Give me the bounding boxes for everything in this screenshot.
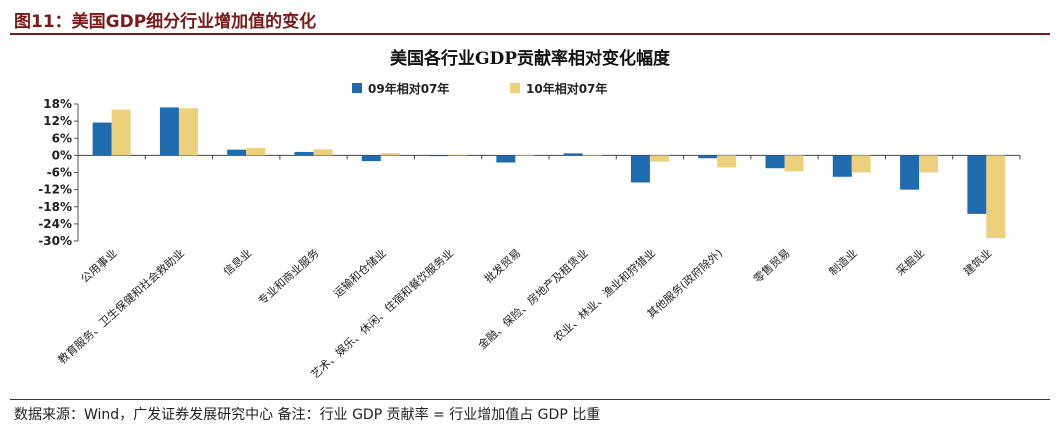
bar-s2-14: [986, 155, 1006, 239]
y-tick-label: -6%: [47, 166, 72, 180]
bar-s2-3: [246, 147, 266, 156]
y-tick-label: -18%: [38, 200, 72, 214]
chart-title: 美国各行业GDP贡献率相对变化幅度: [390, 48, 671, 69]
bar-s1-3: [227, 149, 247, 156]
bar-s2-8: [582, 155, 602, 157]
bar-s2-11: [784, 155, 804, 172]
bar-s1-5: [361, 155, 381, 162]
x-category-label: 艺术、娱乐、休闲、住宿和餐饮服务业: [308, 246, 456, 382]
bar-s1-2: [159, 107, 179, 156]
x-category-label: 信息业: [220, 246, 254, 278]
bottom-divider: [10, 399, 1050, 400]
plot-area: 18% 12% 6% 0% -6% -12% -18% -24% -30% 公用事业教育服务、卫生…: [38, 97, 1021, 382]
y-tick-label: 18%: [43, 97, 72, 111]
x-category-label: 公用事业: [78, 247, 119, 286]
y-tick-label: -30%: [38, 234, 72, 248]
bar-s1-6: [429, 155, 449, 157]
bar-s1-14: [967, 155, 987, 214]
bar-s1-4: [294, 151, 314, 156]
y-tick-label: 0%: [52, 148, 72, 162]
x-category-label: 采掘业: [893, 246, 927, 278]
bar-s2-2: [178, 108, 198, 156]
legend: 09年相对07年 10年相对07年: [352, 81, 607, 96]
bar-s1-12: [832, 155, 852, 177]
bar-s1-1: [92, 122, 112, 156]
x-category-label: 建筑业: [960, 246, 994, 278]
y-tick-label: 6%: [52, 131, 72, 145]
legend-swatch-1: [352, 83, 362, 93]
figure-header: 图11：美国GDP细分行业增加值的变化: [0, 0, 1059, 36]
top-divider: [10, 33, 1050, 35]
x-category-label: 零售贸易: [750, 246, 792, 286]
bar-s2-4: [313, 149, 333, 156]
bar-chart: 美国各行业GDP贡献率相对变化幅度 09年相对07年 10年相对07年 18% 12…: [38, 48, 1021, 382]
bar-s1-7: [496, 155, 516, 163]
x-category-label: 运输和仓储业: [330, 246, 388, 301]
y-tick-label: -24%: [38, 217, 72, 231]
x-category-label: 专业和商业服务: [255, 246, 322, 308]
bar-s2-6: [448, 154, 468, 156]
bar-s1-10: [698, 155, 718, 159]
bar-s2-13: [919, 155, 939, 173]
bar-s2-5: [380, 153, 400, 156]
bar-s2-1: [111, 109, 131, 156]
x-category-label: 教育服务、卫生保健和社会救助业: [55, 246, 187, 367]
bar-s2-12: [851, 155, 871, 173]
legend-swatch-2: [510, 83, 520, 93]
figure-title: 图11：美国GDP细分行业增加值的变化: [14, 12, 317, 32]
legend-label-2: 10年相对07年: [526, 81, 607, 96]
bar-s1-11: [765, 155, 785, 169]
x-category-label: 制造业: [826, 246, 860, 278]
bar-s1-9: [630, 155, 650, 183]
source-note: 数据来源：Wind，广发证券发展研究中心 备注：行业 GDP 贡献率 = 行业增…: [14, 407, 601, 423]
bar-s2-7: [515, 155, 535, 157]
bar-s1-8: [563, 153, 583, 156]
x-category-label: 批发贸易: [481, 246, 523, 286]
bar-s1-13: [900, 155, 920, 190]
bar-s2-9: [649, 155, 669, 162]
legend-label-1: 09年相对07年: [368, 81, 449, 96]
x-category-label: 金融、保险、房地产及租赁业: [475, 246, 591, 352]
y-tick-label: -12%: [38, 183, 72, 197]
y-tick-label: 12%: [43, 114, 72, 128]
bar-s2-10: [717, 155, 737, 168]
